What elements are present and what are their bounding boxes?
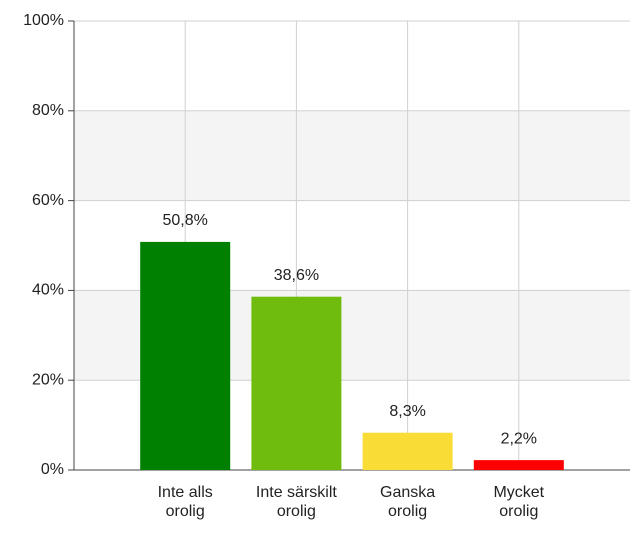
y-tick-label: 80%: [32, 102, 64, 119]
grid-band: [74, 110, 630, 201]
x-tick-label: Ganska orolig: [380, 484, 436, 520]
data-label: 2,2%: [501, 430, 537, 447]
bar: [251, 296, 342, 470]
data-label: 8,3%: [389, 403, 425, 420]
y-tick-label: 20%: [32, 371, 64, 388]
y-tick-label: 100%: [23, 12, 64, 29]
bar: [362, 432, 453, 470]
y-tick-label: 40%: [32, 282, 64, 299]
data-label: 38,6%: [274, 267, 319, 284]
x-tick-label: Inte särskilt orolig: [255, 484, 337, 520]
x-tick-label: Inte alls orolig: [157, 484, 213, 520]
bar: [473, 460, 564, 470]
y-tick-label: 0%: [41, 461, 64, 478]
y-tick-label: 60%: [32, 192, 64, 209]
x-tick-label: Mycket orolig: [493, 484, 545, 520]
bar: [140, 241, 231, 470]
data-label: 50,8%: [163, 212, 208, 229]
